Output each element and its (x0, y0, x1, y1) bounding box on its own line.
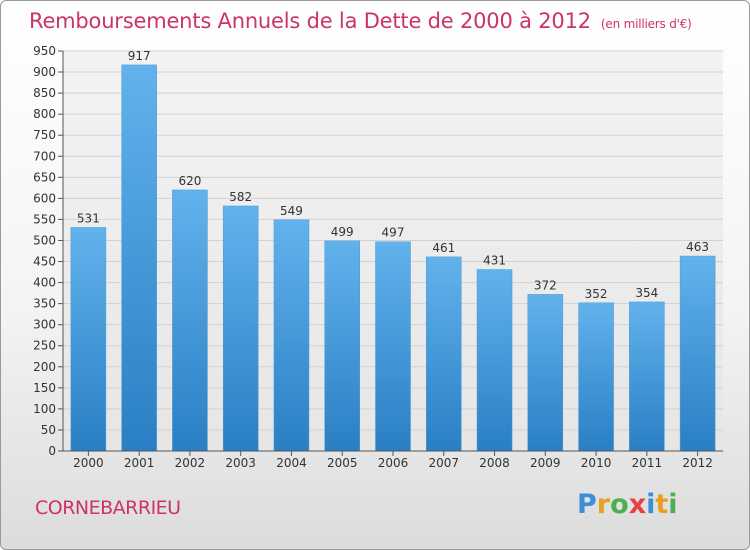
data-label-2011: 354 (635, 286, 658, 300)
bar-2012 (679, 255, 716, 452)
data-label-2005: 499 (331, 225, 354, 239)
y-axis: 0 50 100 150 200 250 300 350 400 450 500 550 600 650 7… (33, 44, 64, 458)
y-tick-label: 250 (33, 339, 56, 353)
y-tick-label: 150 (33, 381, 56, 395)
x-tick-label-2000: 2000 (73, 456, 104, 470)
y-tick-label: 650 (33, 170, 56, 184)
y-tick-label: 200 (33, 360, 56, 374)
x-tick-label-2010: 2010 (581, 456, 612, 470)
y-tick-label: 950 (33, 44, 56, 58)
bar-2005 (324, 240, 360, 452)
logo-letter: x (628, 489, 647, 520)
logo-letter: t (655, 489, 669, 520)
data-label-2009: 372 (534, 278, 557, 292)
x-axis: 2000 2001 2002 2003 2004 2005 2006 2007 2008 2009… (63, 450, 723, 470)
y-tick-label: 800 (33, 107, 56, 121)
logo-letter: r (596, 489, 611, 520)
logo-letter: o (610, 489, 629, 520)
x-tick-label-2012: 2012 (682, 456, 713, 470)
y-tick-label: 500 (33, 233, 56, 247)
chart-title: Remboursements Annuels de la Dette de 20… (29, 9, 692, 33)
y-tick-label: 600 (33, 191, 56, 205)
y-tick-label: 900 (33, 65, 56, 79)
y-tick-label: 350 (33, 297, 56, 311)
x-tick-label-2011: 2011 (632, 456, 663, 470)
bar-2003 (222, 205, 259, 452)
x-tick-label-2005: 2005 (327, 456, 358, 470)
bar-2006 (375, 241, 411, 452)
x-tick-label-2003: 2003 (225, 456, 256, 470)
data-label-2006: 497 (382, 226, 405, 240)
logo-letter: i (668, 489, 678, 520)
x-tick-label-2009: 2009 (530, 456, 561, 470)
y-tick-label: 750 (33, 128, 56, 142)
data-label-2008: 431 (483, 254, 506, 268)
y-tick-label: 450 (33, 255, 56, 269)
y-tick-label: 300 (33, 318, 56, 332)
bar-2007 (426, 256, 462, 452)
data-label-2007: 461 (432, 241, 455, 255)
bar-2000 (70, 227, 107, 452)
bars (70, 64, 716, 452)
y-tick-label: 100 (33, 402, 56, 416)
chart-subtitle: (en milliers d'€) (600, 17, 692, 31)
y-tick-label: 700 (33, 149, 56, 163)
data-label-2002: 620 (178, 174, 201, 188)
bar-2010 (578, 302, 614, 452)
x-tick-label-2004: 2004 (276, 456, 307, 470)
data-label-2001: 917 (128, 49, 151, 63)
bar-2004 (273, 219, 310, 452)
logo-letter: i (646, 489, 656, 520)
x-tick-label-2006: 2006 (378, 456, 409, 470)
logo-letter: P (577, 489, 597, 520)
y-tick-label: 50 (41, 423, 56, 437)
x-tick-label-2001: 2001 (124, 456, 155, 470)
y-tick-label: 0 (48, 444, 56, 458)
city-name: CORNEBARRIEU (35, 497, 181, 519)
x-tick-label-2007: 2007 (428, 456, 459, 470)
bar-2009 (527, 294, 564, 452)
data-label-2003: 582 (229, 190, 252, 204)
bar-2001 (121, 64, 157, 452)
data-labels: 531 917 620 582 549 499 497 461 431 372 352 354 463 (77, 49, 709, 301)
data-label-2000: 531 (77, 211, 100, 225)
y-tick-label: 850 (33, 86, 56, 100)
bar-2008 (476, 269, 513, 452)
data-label-2004: 549 (280, 204, 303, 218)
proxiti-logo: Proxiti (577, 489, 678, 520)
x-tick-label-2008: 2008 (479, 456, 510, 470)
bar-2002 (172, 189, 208, 452)
y-tick-label: 550 (33, 212, 56, 226)
data-label-2010: 352 (585, 287, 608, 301)
data-label-2012: 463 (686, 240, 709, 254)
bar-2011 (629, 301, 665, 452)
x-tick-label-2002: 2002 (175, 456, 206, 470)
y-tick-label: 400 (33, 276, 56, 290)
